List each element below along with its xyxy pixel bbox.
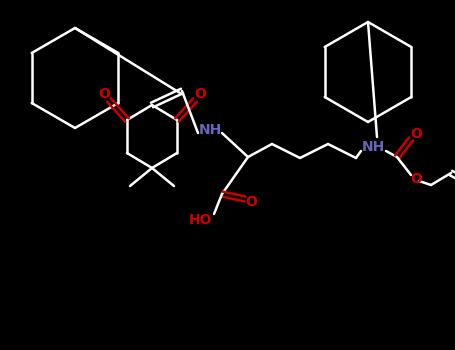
Text: O: O: [194, 87, 206, 101]
Text: O: O: [410, 127, 422, 141]
Text: NH: NH: [198, 123, 222, 137]
Text: HO: HO: [188, 213, 212, 227]
Text: O: O: [98, 87, 110, 101]
Text: O: O: [245, 195, 257, 209]
Text: NH: NH: [361, 140, 384, 154]
Text: O: O: [410, 172, 422, 186]
